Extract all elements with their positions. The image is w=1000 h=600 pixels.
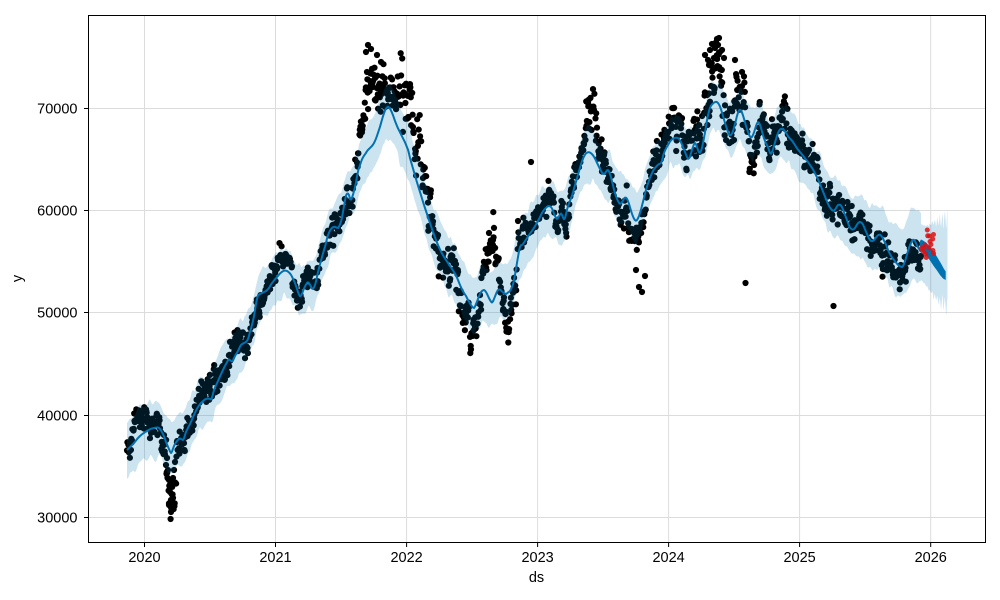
svg-text:ds: ds	[529, 570, 544, 586]
svg-text:2022: 2022	[390, 550, 422, 566]
svg-text:60000: 60000	[37, 204, 77, 220]
svg-text:2023: 2023	[521, 550, 553, 566]
svg-text:2026: 2026	[915, 550, 947, 566]
svg-text:2021: 2021	[259, 550, 291, 566]
svg-text:70000: 70000	[37, 102, 77, 118]
svg-text:50000: 50000	[37, 306, 77, 322]
svg-text:2024: 2024	[652, 550, 684, 566]
svg-text:y: y	[10, 274, 26, 282]
svg-text:40000: 40000	[37, 409, 77, 425]
svg-text:2025: 2025	[783, 550, 815, 566]
svg-text:2020: 2020	[128, 550, 160, 566]
svg-text:30000: 30000	[37, 511, 77, 527]
